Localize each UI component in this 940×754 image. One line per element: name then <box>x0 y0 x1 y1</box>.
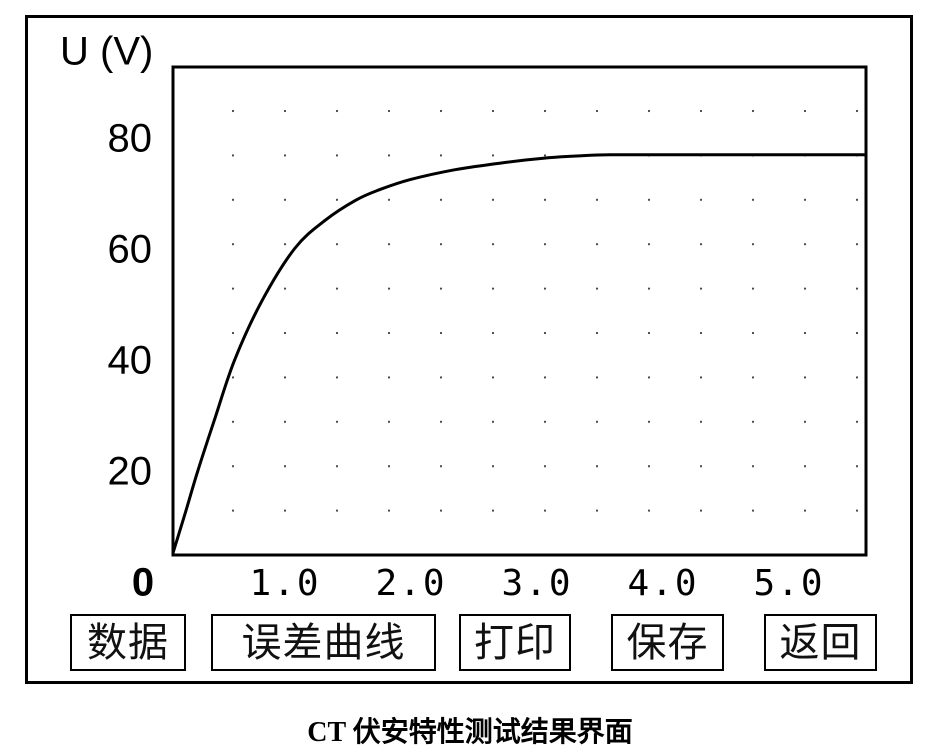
save-button[interactable]: 保存 <box>611 614 724 671</box>
data-button[interactable]: 数据 <box>70 614 186 671</box>
figure-caption: CT 伏安特性测试结果界面 <box>307 717 633 748</box>
print-button[interactable]: 打印 <box>459 614 571 671</box>
error-curve-button[interactable]: 误差曲线 <box>211 614 436 671</box>
back-button[interactable]: 返回 <box>764 614 877 671</box>
screen-frame <box>25 15 913 684</box>
